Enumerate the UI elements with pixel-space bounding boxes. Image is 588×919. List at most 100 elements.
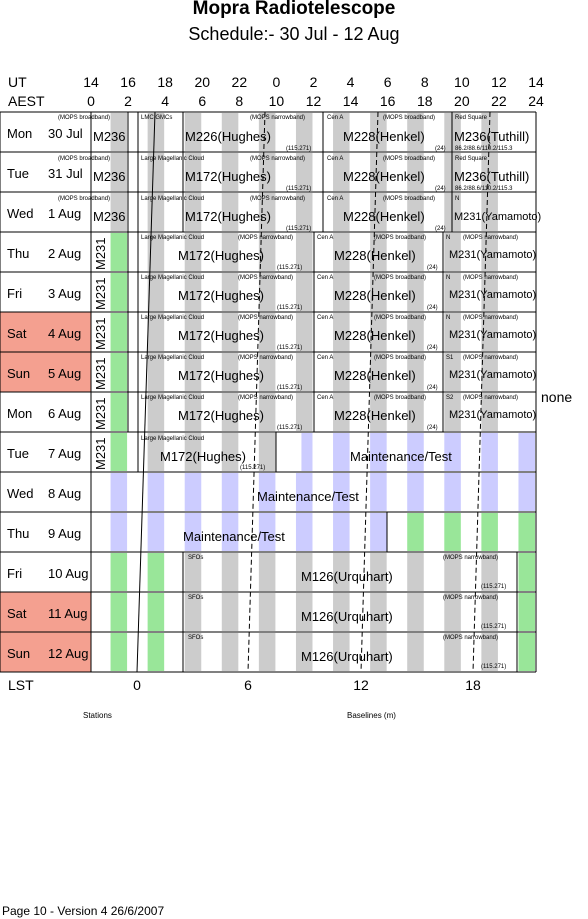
hour-band [370, 273, 387, 311]
note-mops-narrowband-row2: (MOPS narrowband) [250, 196, 306, 202]
block-m231y: M231(Yamamoto) [449, 329, 537, 341]
note-freq-115: (115.271) [277, 345, 303, 351]
note-mops-narrowband-row13: (MOPS narrowband) [443, 635, 499, 641]
hour-band [184, 273, 202, 311]
hour-band [333, 153, 350, 191]
block-m228-row0: M228(Henkel) [343, 129, 425, 144]
hour-band [295, 353, 313, 391]
day-date: 1 Aug [48, 206, 82, 221]
block-m172-row1: M172(Hughes) [185, 169, 271, 184]
hour-band [518, 513, 535, 551]
hour-band [258, 193, 276, 231]
hour-band [407, 273, 424, 311]
day-date: 3 Aug [48, 286, 82, 301]
hour-band [333, 433, 350, 471]
block-m228: M228(Henkel) [334, 248, 416, 263]
hour-band [221, 633, 239, 671]
block-m172: M172(Hughes) [178, 408, 264, 423]
hour-band [407, 193, 424, 231]
note-mops-broadband: (MOPS broadband) [374, 235, 427, 241]
hour-band [518, 633, 535, 671]
hour-band [295, 233, 313, 271]
hour-band [333, 313, 350, 351]
day-date: 4 Aug [48, 326, 82, 341]
note-mops-narrowband: (MOPS narrowband) [238, 395, 294, 401]
hour-band [370, 593, 387, 631]
hour-band [110, 313, 128, 351]
block-m172-row8: M172(Hughes) [160, 449, 246, 464]
day-name: Fri [7, 286, 23, 301]
note-freq-115: (115.271) [277, 305, 303, 311]
note-pointing: S1 [446, 355, 454, 361]
ut-tick: 4 [346, 74, 355, 90]
day-date: 10 Aug [48, 566, 89, 581]
hour-band [221, 193, 239, 231]
ut-tick: 14 [528, 74, 544, 90]
hour-band [444, 113, 461, 151]
lst-line [247, 111, 266, 673]
hour-band [147, 553, 165, 591]
hour-band [481, 633, 498, 671]
block-m231-vertical: M231 [93, 357, 108, 390]
hour-band [221, 353, 239, 391]
note-pointing: N [446, 275, 451, 281]
note-freq-24-row1: (24) [435, 186, 446, 192]
day-date: 8 Aug [48, 486, 82, 501]
hour-band [518, 593, 535, 631]
hour-band [184, 313, 202, 351]
hour-band [370, 313, 387, 351]
weekend-cell [0, 352, 91, 392]
hour-band [147, 353, 165, 391]
hour-band [444, 473, 461, 511]
block-m228-row1: M228(Henkel) [343, 169, 425, 184]
block-m172: M172(Hughes) [178, 368, 264, 383]
aest-tick: 16 [379, 93, 396, 109]
hour-band [444, 233, 461, 271]
hour-band [221, 393, 239, 431]
day-date: 11 Aug [48, 606, 88, 621]
note-mops-narrowband-b: (MOPS narrowband) [463, 235, 519, 241]
note-lmc: Large Magellanic Cloud [141, 235, 205, 241]
block-m126-row12: M126(Urquhart) [301, 609, 393, 624]
note-freq-115-row11: (115.271) [481, 584, 507, 590]
hour-band [444, 153, 461, 191]
note-mops-narrowband-row0: (MOPS narrowband) [250, 115, 306, 121]
lst-line [136, 111, 156, 673]
hour-band [295, 513, 313, 551]
note-freq-24: (24) [427, 345, 438, 351]
block-m231-vertical: M231 [93, 397, 108, 430]
hour-band [184, 433, 202, 471]
hour-band [184, 553, 202, 591]
aest-tick: 2 [124, 93, 132, 109]
hour-band [333, 513, 350, 551]
note-lmc-gmcs: LMC GMCs [141, 115, 173, 121]
hour-band [110, 553, 128, 591]
note-cen-a-row0: Cen A [327, 115, 344, 121]
hour-band [258, 473, 276, 511]
ut-tick: 14 [83, 74, 99, 90]
hour-band [333, 553, 350, 591]
block-maint-row10: Maintenance/Test [183, 529, 285, 544]
hour-band [407, 433, 424, 471]
day-date: 31 Jul [48, 166, 83, 181]
hour-band [258, 433, 276, 471]
aest-tick: 6 [198, 93, 207, 109]
note-mops-broadband-row2b: (MOPS broadband) [383, 196, 436, 202]
note-mops-narrowband-row12: (MOPS narrowband) [443, 595, 499, 601]
day-name: Sat [7, 326, 27, 341]
note-sfos-row11: SFOs [188, 555, 204, 561]
hour-band [184, 633, 202, 671]
hour-band [481, 473, 498, 511]
hour-band [221, 473, 239, 511]
aest-tick: 24 [528, 93, 544, 109]
note-mops-broadband: (MOPS broadband) [374, 275, 427, 281]
block-m231-vertical: M231 [93, 317, 108, 350]
hour-band [147, 473, 165, 511]
note-mops-narrowband-b: (MOPS narrowband) [463, 275, 519, 281]
block-none: none [541, 389, 573, 405]
ut-tick: 18 [157, 74, 173, 90]
block-m228-row2: M228(Henkel) [343, 209, 425, 224]
note-lmc-row2: Large Magellanic Cloud [141, 196, 205, 202]
block-m231-vertical: M231 [93, 277, 108, 310]
hour-band [258, 313, 276, 351]
